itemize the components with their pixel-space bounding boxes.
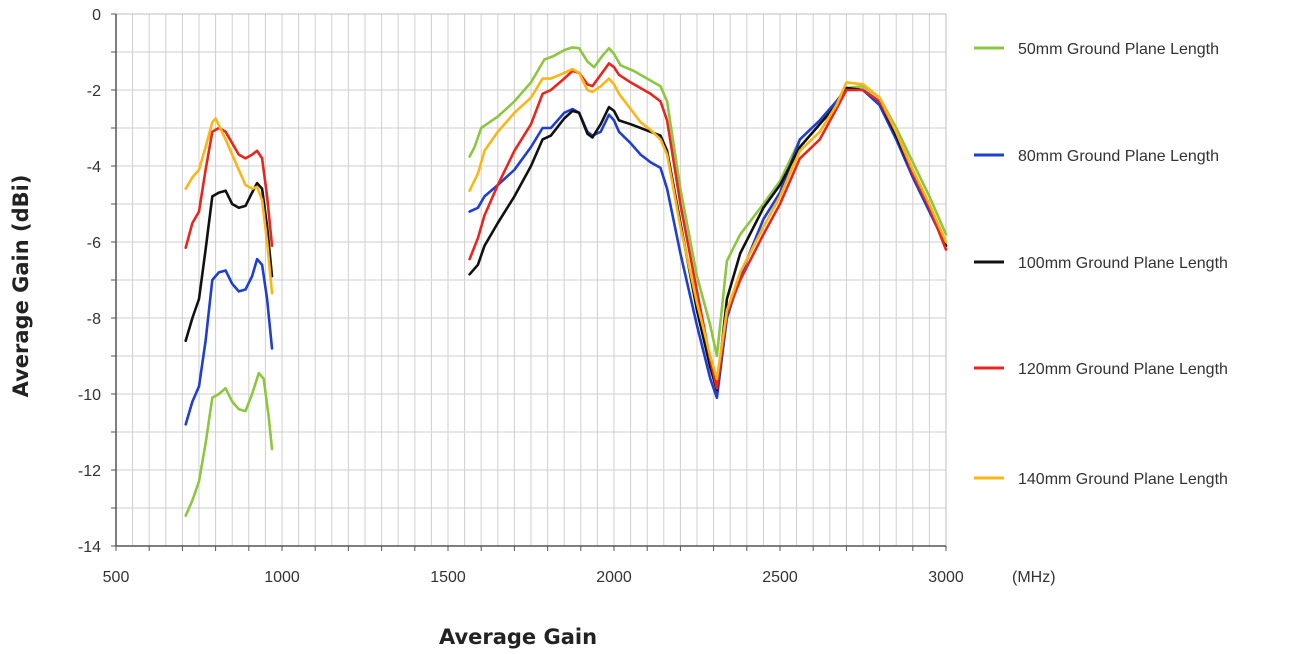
- series-line: [184, 67, 948, 381]
- series-segment: [468, 67, 948, 381]
- x-tick-label: 3000: [928, 569, 964, 586]
- y-tick-label: 0: [92, 7, 101, 24]
- x-axis-title: Average Gain: [439, 625, 597, 649]
- legend-label: 100mm Ground Plane Length: [1018, 255, 1228, 272]
- legend: 50mm Ground Plane Length 80mm Ground Plan…: [974, 41, 1228, 488]
- x-tick-label: 1000: [264, 569, 300, 586]
- plot-grid: [116, 14, 946, 546]
- x-tick-label: 500: [103, 569, 130, 586]
- series-layer: [184, 46, 948, 517]
- series-segment: [184, 181, 274, 343]
- x-axis-unit: (MHz): [1012, 569, 1056, 586]
- y-tick-label: -8: [87, 311, 101, 328]
- plot-axes: [111, 13, 947, 551]
- x-tick-label: 2500: [762, 569, 798, 586]
- legend-label: 120mm Ground Plane Length: [1018, 361, 1228, 378]
- y-tick-label: -10: [78, 387, 101, 404]
- x-tick-label: 2000: [596, 569, 632, 586]
- series-segment: [184, 117, 274, 295]
- series-line: [184, 86, 948, 426]
- series-segment: [184, 371, 274, 517]
- y-axis-title: Average Gain (dBi): [9, 175, 33, 398]
- series-line: [184, 86, 948, 392]
- legend-label: 140mm Ground Plane Length: [1018, 471, 1228, 488]
- y-tick-label: -2: [87, 83, 101, 100]
- series-segment: [468, 62, 948, 390]
- y-tick-label: -6: [87, 235, 101, 252]
- y-tick-label: -14: [78, 539, 101, 556]
- legend-label: 50mm Ground Plane Length: [1018, 41, 1219, 58]
- series-segment: [184, 126, 274, 249]
- y-tick-label: -4: [87, 159, 101, 176]
- series-line: [184, 62, 948, 390]
- series-segment: [184, 257, 274, 426]
- tick-labels: 500 1000 1500 2000 2500 3000 0 -2 -4 -6 -8 -10 -12 -1…: [78, 7, 964, 586]
- y-tick-label: -12: [78, 463, 101, 480]
- x-tick-label: 1500: [430, 569, 466, 586]
- legend-label: 80mm Ground Plane Length: [1018, 148, 1219, 165]
